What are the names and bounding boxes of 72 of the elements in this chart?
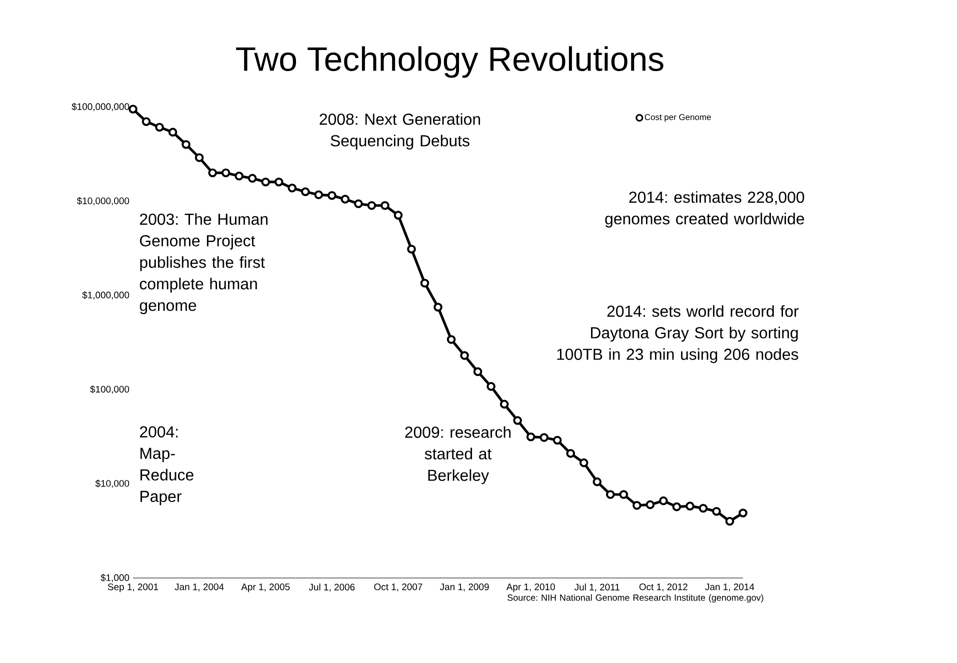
point [513, 416, 522, 425]
point [380, 201, 390, 210]
point [659, 496, 668, 506]
annotation: 2008: Next Generation Sequencing Debuts [320, 113, 480, 150]
point [274, 178, 284, 186]
point [672, 502, 682, 512]
x-tick-label: Oct 1, 2007 [374, 584, 422, 592]
y-tick-label: $100,000,000 [72, 102, 130, 112]
point [128, 104, 138, 114]
point [182, 140, 190, 149]
x-tick-label: Apr 1, 2005 [241, 584, 290, 592]
x-tick-label: Jan 1, 2004 [174, 584, 224, 592]
x-tick-label: Jul 1, 2011 [574, 584, 620, 592]
point [632, 500, 642, 510]
point [526, 432, 536, 442]
point [142, 117, 151, 126]
point [619, 490, 628, 499]
point [221, 168, 230, 178]
point [500, 400, 509, 409]
point [473, 367, 482, 376]
y-tick-label: $1,000 [100, 574, 130, 582]
point [446, 335, 456, 344]
point [340, 194, 350, 204]
point [328, 191, 336, 200]
point [552, 436, 562, 445]
point [288, 184, 297, 192]
point [407, 244, 416, 254]
annotation: 2003: The Human Genome Project publishes the first complete human genome [140, 213, 268, 314]
point [234, 172, 244, 180]
y-tick-label: $10,000,000 [76, 197, 130, 206]
point [314, 190, 324, 200]
point [540, 433, 548, 442]
point [486, 382, 496, 391]
x-tick-label: Oct 1, 2012 [639, 584, 688, 592]
annotation: 2009: research started at Berkeley [405, 426, 511, 484]
point [738, 508, 748, 518]
point [579, 458, 588, 468]
y-tick-label: $100,000 [90, 385, 130, 394]
x-tick-label: Jan 1, 2014 [705, 584, 754, 592]
point [460, 351, 469, 360]
annotation: 2014: sets world record for Daytona Gray Sort by sorting 100TB in 23 min using 206 nodes [557, 305, 799, 364]
x-tick-label: Jul 1, 2006 [308, 584, 355, 592]
point [300, 187, 310, 196]
annotation: 2004: Map-Reduce Paper [140, 426, 194, 506]
point [698, 504, 708, 513]
point [592, 477, 602, 486]
point [194, 153, 204, 162]
point [712, 506, 721, 516]
point [394, 210, 403, 220]
point [168, 128, 178, 137]
point [354, 199, 363, 208]
point [208, 168, 217, 178]
legend-label: Cost per Genome [644, 114, 711, 122]
point [606, 490, 615, 499]
chart-title: Two Technology Revolutions [236, 46, 664, 78]
y-tick-label: $10,000 [95, 480, 130, 488]
source-note: Source: NIH National Genome Research Institute (genome.gov) [508, 594, 764, 603]
point [646, 500, 655, 510]
y-tick-label: $1,000,000 [82, 291, 130, 300]
point [434, 302, 442, 312]
point [155, 122, 164, 132]
point [261, 178, 270, 186]
point [686, 502, 694, 510]
annotation: 2014: estimates 228,000 genomes created worldwide [605, 191, 804, 228]
x-tick-label: Sep 1, 2001 [108, 584, 158, 592]
x-tick-label: Jan 1, 2009 [440, 584, 489, 592]
point [367, 201, 376, 210]
point [725, 516, 734, 526]
point [420, 278, 430, 288]
point [566, 449, 576, 458]
x-tick-label: Apr 1, 2010 [506, 584, 555, 592]
point [248, 174, 257, 183]
